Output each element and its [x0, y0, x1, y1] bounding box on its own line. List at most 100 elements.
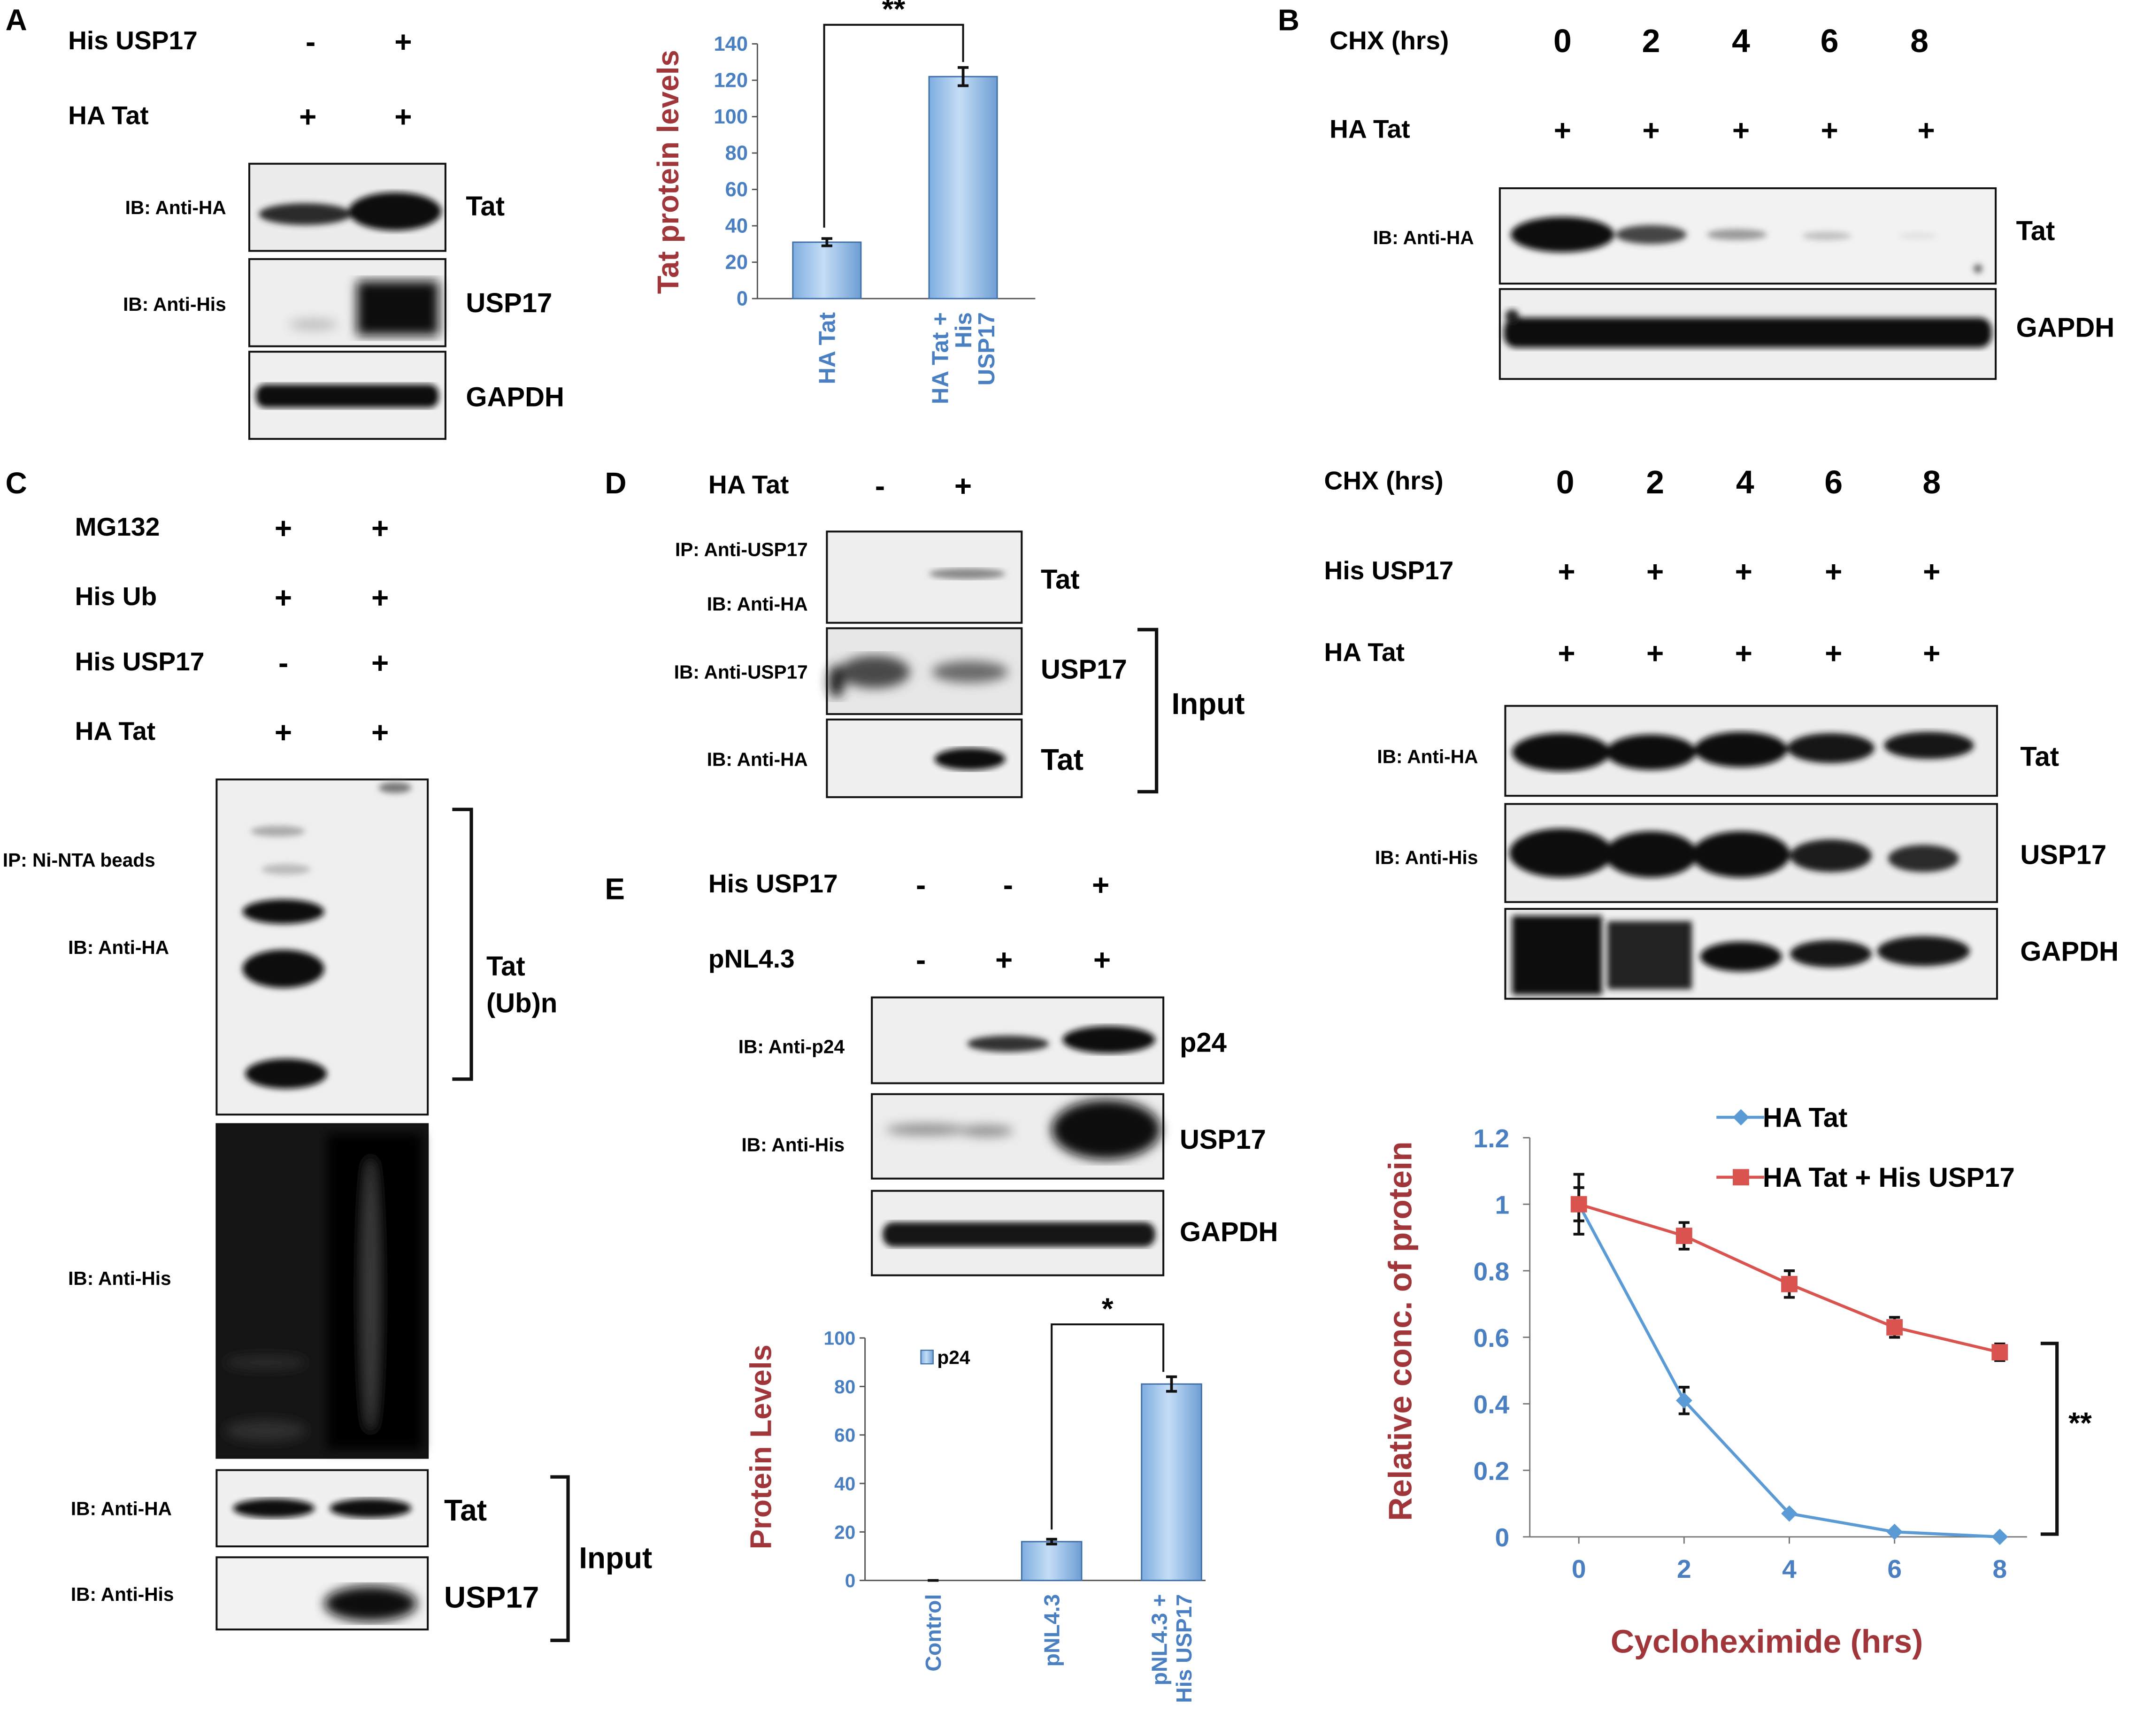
data-point [1570, 1196, 1587, 1213]
treatment-label: His USP17 [708, 869, 838, 898]
bar [792, 241, 862, 300]
y-tick-label: 140 [714, 33, 748, 55]
panel-e-blots: His USP17 - - + pNL4.3 - + + IB: Anti-p2… [708, 868, 1278, 1276]
y-tick-label: 100 [714, 106, 748, 128]
panel-b-chart: Relative conc. of protein Cycloheximide … [1382, 1102, 2092, 1659]
y-tick-label: 80 [725, 142, 748, 164]
band-label: Tat [1041, 743, 1083, 776]
legend-label: p24 [937, 1346, 970, 1368]
legend-label: HA Tat + His USP17 [1763, 1162, 2015, 1193]
y-tick-label: 40 [725, 215, 748, 238]
band-label: USP17 [444, 1581, 539, 1614]
ib-label: IB: Anti-His [68, 1267, 171, 1289]
ib-label: IB: Anti-His [742, 1134, 845, 1156]
panel-label-d: D [605, 466, 626, 500]
treatment-label: HA Tat [1324, 638, 1405, 667]
treatment-label: MG132 [75, 512, 160, 541]
treatment-label: HA Tat [1329, 115, 1410, 144]
y-tick-label: 40 [834, 1473, 855, 1495]
treatment-sign: - [875, 469, 885, 503]
data-point [1781, 1505, 1798, 1522]
bracket-label: (Ub)n [486, 988, 557, 1019]
series-line [1577, 1203, 2000, 1538]
treatment-sign: + [1554, 113, 1571, 147]
treatment-label: HA Tat [708, 470, 789, 499]
y-tick-label: 80 [834, 1376, 855, 1398]
significance-label: * [1102, 1291, 1114, 1325]
y-tick-label: 1.2 [1474, 1124, 1510, 1153]
ib-label: IB: Anti-HA [707, 748, 808, 770]
band-label: GAPDH [2016, 312, 2115, 343]
time-label: CHX (hrs) [1329, 26, 1449, 55]
ib-label: IB: Anti-His [123, 293, 226, 315]
x-tick-label: His USP17 [1172, 1594, 1196, 1703]
y-tick-label: 0 [1495, 1523, 1510, 1552]
bracket [1137, 628, 1159, 794]
panel-label-c: C [6, 466, 27, 500]
treatment-sign: + [371, 511, 389, 545]
treatment-sign: + [371, 646, 389, 680]
y-tick-label: 0 [737, 288, 748, 310]
treatment-sign: + [275, 715, 292, 749]
y-axis-label: Relative conc. of protein [1382, 1141, 1418, 1521]
treatment-sign: + [1093, 943, 1111, 977]
band-label: USP17 [466, 288, 552, 318]
treatment-sign: - [278, 646, 288, 680]
data-point [1675, 1228, 1692, 1244]
y-tick-label: 0.8 [1474, 1257, 1510, 1286]
legend-swatch [920, 1350, 934, 1365]
band-label: p24 [1180, 1028, 1227, 1058]
treatment-sign: - [916, 943, 926, 977]
time-point: 6 [1821, 23, 1839, 59]
treatment-sign: + [299, 100, 316, 133]
bracket-label: Tat [486, 951, 525, 982]
y-axis-label: Tat protein levels [651, 50, 685, 294]
data-point [1991, 1344, 2008, 1360]
time-point: 8 [1910, 23, 1929, 59]
panel-c: MG132 + + His Ub + + His USP17 - + HA Ta… [3, 511, 652, 1642]
x-tick-label: 4 [1782, 1554, 1797, 1583]
y-tick-label: 0.6 [1474, 1323, 1510, 1352]
band-label: Tat [466, 191, 505, 222]
treatment-sign: + [1825, 555, 1842, 589]
treatment-sign: + [1825, 637, 1842, 670]
y-tick-label: 0.2 [1474, 1456, 1510, 1485]
panel-e-chart: Protein Levels 0 20 40 60 80 100 Control pNL4.3… [744, 1291, 1206, 1703]
x-axis-label: Cycloheximide (hrs) [1611, 1623, 1923, 1659]
significance-bracket [2040, 1342, 2059, 1536]
time-point: 4 [1732, 23, 1750, 59]
bar [1021, 1541, 1083, 1582]
x-tick-label: 6 [1887, 1554, 1902, 1583]
panel-label-a: A [6, 3, 27, 37]
treatment-sign: + [371, 581, 389, 615]
x-tick-label: pNL4.3 [1039, 1594, 1064, 1667]
significance-bracket [1051, 1323, 1165, 1530]
treatment-sign: + [1917, 113, 1935, 147]
treatment-label: His USP17 [1324, 556, 1454, 585]
treatment-sign: + [995, 943, 1013, 977]
treatment-sign: + [275, 581, 292, 615]
band-label: Tat [1041, 564, 1080, 595]
treatment-label: His USP17 [75, 647, 205, 676]
ib-label: IB: Anti-HA [71, 1498, 172, 1519]
time-point: 4 [1736, 464, 1754, 500]
y-tick-label: 100 [824, 1328, 856, 1349]
panel-a-chart: Tat protein levels 0 20 40 60 80 100 120 140 HA … [651, 0, 1036, 404]
band-label: USP17 [1041, 654, 1127, 685]
y-tick-label: 60 [725, 178, 748, 201]
y-tick-label: 20 [725, 251, 748, 274]
treatment-sign: + [1735, 555, 1752, 589]
treatment-sign: + [1735, 637, 1752, 670]
ip-label: IP: Anti-USP17 [675, 538, 808, 560]
data-point [1781, 1275, 1798, 1292]
time-label: CHX (hrs) [1324, 466, 1444, 495]
ib-label: IB: Anti-HA [125, 197, 226, 218]
legend-marker [1733, 1109, 1749, 1126]
x-tick-label: Control [921, 1594, 945, 1672]
time-point: 2 [1642, 23, 1660, 59]
input-label: Input [1172, 687, 1245, 721]
x-tick-label-group: HA Tat [814, 312, 840, 384]
x-tick-label-group: pNL4.3 + His USP17 [1147, 1594, 1196, 1703]
